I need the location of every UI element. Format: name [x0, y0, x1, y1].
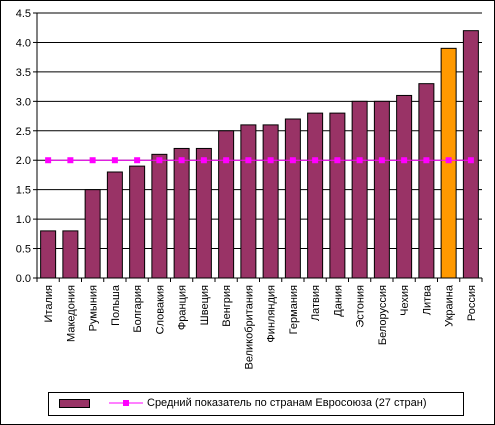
legend: Средний показатель по странам Евросоюза …: [48, 392, 464, 416]
eu-average-marker: [223, 157, 230, 164]
bar-7: [195, 147, 212, 279]
y-tick-label: 3.5: [16, 67, 31, 79]
bar-1: [62, 230, 79, 279]
bar-5: [151, 153, 168, 279]
x-category-label: Польша: [110, 284, 122, 326]
x-category-label: Россия: [466, 285, 478, 321]
bar-12: [307, 112, 324, 279]
y-tick-label: 0.0: [16, 273, 31, 285]
y-tick-label: 4.0: [16, 37, 31, 49]
eu-average-marker: [67, 157, 74, 164]
eu-average-marker: [467, 157, 474, 164]
x-category-label: Македония: [65, 285, 77, 342]
x-category-label: Венгрия: [221, 285, 233, 327]
bar-16: [396, 94, 413, 279]
eu-average-marker: [378, 157, 385, 164]
eu-average-marker: [134, 157, 141, 164]
bar-15: [373, 100, 390, 279]
y-tick-label: 2.5: [16, 126, 31, 138]
bar-3: [106, 171, 123, 279]
x-category-label: Литва: [421, 284, 433, 315]
legend-line-label: Средний показатель по странам Евросоюза …: [147, 397, 427, 409]
bar-19: [462, 30, 479, 279]
bar-14: [351, 100, 368, 279]
x-category-label: Финляндия: [266, 285, 278, 343]
eu-average-marker: [245, 157, 252, 164]
x-category-label: Франция: [177, 285, 189, 330]
eu-average-marker: [445, 157, 452, 164]
eu-average-marker: [401, 157, 408, 164]
x-category-label: Великобритания: [243, 285, 255, 370]
eu-average-marker: [312, 157, 319, 164]
bar-2: [84, 189, 101, 279]
bar-0: [40, 230, 57, 279]
x-category-label: Германия: [288, 285, 300, 334]
eu-average-marker: [156, 157, 163, 164]
eu-average-marker: [89, 157, 96, 164]
x-category-label: Швеция: [199, 285, 211, 325]
eu-average-marker: [289, 157, 296, 164]
eu-average-marker: [334, 157, 341, 164]
y-tick-label: 0.5: [16, 244, 31, 256]
y-tick-label: 2.0: [16, 155, 31, 167]
x-category-label: Болгария: [132, 285, 144, 333]
eu-average-marker: [111, 157, 118, 164]
bar-17: [418, 83, 435, 279]
y-tick-label: 3.0: [16, 96, 31, 108]
y-tick-label: 4.5: [16, 8, 31, 20]
x-category-label: Италия: [43, 285, 55, 323]
bar-10: [262, 124, 279, 279]
x-category-label: Чехия: [399, 285, 411, 316]
eu-average-marker: [267, 157, 274, 164]
x-category-label: Словакия: [154, 285, 166, 334]
bar-9: [240, 124, 257, 279]
y-tick-label: 1.0: [16, 214, 31, 226]
bar-11: [284, 118, 301, 279]
bar-6: [173, 147, 190, 279]
eu-average-marker: [423, 157, 430, 164]
eu-average-marker: [178, 157, 185, 164]
x-category-label: Латвия: [310, 285, 322, 321]
x-category-label: Белоруссия: [377, 285, 389, 345]
y-tick-label: 1.5: [16, 185, 31, 197]
bar-4: [129, 165, 146, 279]
eu-average-marker: [200, 157, 207, 164]
bar-13: [329, 112, 346, 279]
legend-line-swatch: [109, 400, 143, 406]
x-category-label: Дания: [332, 285, 344, 317]
x-category-label: Эстония: [355, 285, 367, 328]
eu-average-marker: [45, 157, 52, 164]
x-category-label: Украина: [444, 284, 456, 327]
eu-average-marker: [356, 157, 363, 164]
legend-bar-swatch: [59, 399, 90, 408]
x-category-label: Румыния: [88, 285, 100, 331]
bar-8: [218, 130, 235, 279]
